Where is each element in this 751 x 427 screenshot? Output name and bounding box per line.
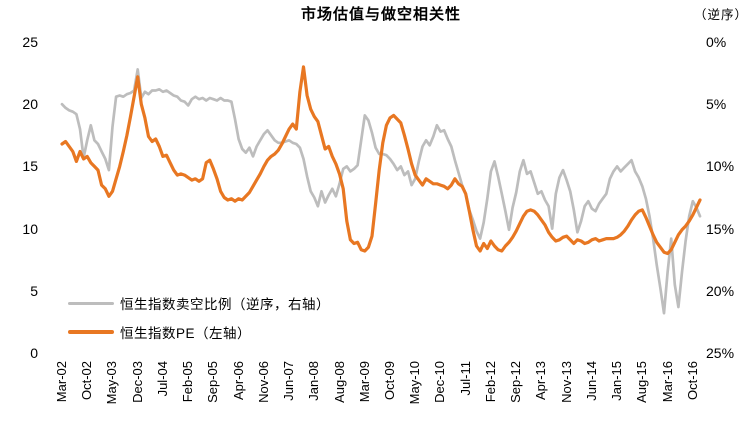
legend: 恒生指数卖空比例（逆序，右轴） 恒生指数PE（左轴）: [68, 293, 330, 342]
left-axis-tick-label: 25: [22, 34, 38, 50]
x-axis-tick-label: Oct-09: [382, 361, 397, 401]
x-axis-tick-label: May-10: [407, 361, 423, 405]
left-axis-tick-label: 10: [22, 220, 38, 237]
right-axis-tick-label: 0%: [706, 34, 727, 50]
x-axis-tick-label: Mar-09: [356, 361, 372, 403]
legend-label-pe: 恒生指数PE（左轴）: [120, 326, 252, 341]
x-axis-tick-label: Jan-15: [609, 361, 625, 401]
x-axis-tick-label: Jul-04: [154, 361, 170, 397]
x-axis-tick-label: Oct-16: [684, 361, 700, 401]
x-axis-tick-label: Feb-12: [482, 361, 498, 403]
right-axis-tick-label: 15%: [706, 220, 735, 237]
x-axis-tick-label: Nov-13: [558, 361, 574, 403]
short-ratio-line: [60, 68, 702, 315]
x-axis-tick-label: Jan-08: [306, 361, 322, 401]
x-axis-tick-label: Sep-12: [508, 361, 524, 403]
right-axis-tick-label: 10%: [706, 158, 735, 175]
legend-item-short-ratio: 恒生指数卖空比例（逆序，右轴）: [68, 293, 330, 313]
right-axis-tick-label: 20%: [706, 282, 735, 299]
legend-label-short-ratio: 恒生指数卖空比例（逆序，右轴）: [120, 297, 330, 312]
short-ratio-line-swatch: [68, 301, 114, 305]
left-axis-tick-label: 15: [22, 158, 38, 175]
pe-line: [60, 65, 702, 256]
x-axis-tick-label: Jun-14: [583, 361, 599, 401]
x-axis-tick-label: Sep-05: [205, 361, 221, 403]
x-axis-tick-label: Feb-05: [180, 361, 196, 403]
x-axis-tick-label: Dec-10: [432, 361, 448, 403]
pe-line-swatch: [68, 330, 114, 334]
x-axis-tick-label: Apr-06: [230, 361, 246, 401]
x-axis-tick-label: Oct-02: [79, 361, 95, 401]
x-axis-tick-label: Aug-08: [331, 361, 347, 403]
x-axis-tick-label: Aug-15: [634, 361, 650, 403]
left-axis-tick-label: 0: [30, 345, 38, 361]
chart-title: 市场估值与做空相关性: [300, 6, 461, 23]
left-axis-tick-label: 5: [30, 282, 38, 299]
x-axis-tick-label: Apr-13: [533, 361, 549, 401]
x-axis-tick-label: May-03: [104, 361, 120, 405]
left-axis-tick-label: 20: [22, 96, 38, 113]
right-axis-tick-label: 25%: [706, 345, 735, 361]
x-axis-tick-label: Mar-16: [659, 361, 675, 403]
x-axis-tick-label: Dec-03: [129, 361, 145, 403]
x-axis-tick-label: Jun-07: [281, 361, 297, 401]
x-axis-tick-label: Mar-02: [54, 361, 69, 403]
right-axis-reversed-note: （逆序）: [693, 8, 748, 22]
right-axis-tick-label: 5%: [706, 96, 727, 113]
legend-item-pe: 恒生指数PE（左轴）: [68, 322, 330, 342]
x-axis-tick-label: Nov-06: [255, 361, 271, 403]
x-axis-tick-label: Jul-11: [457, 361, 473, 396]
